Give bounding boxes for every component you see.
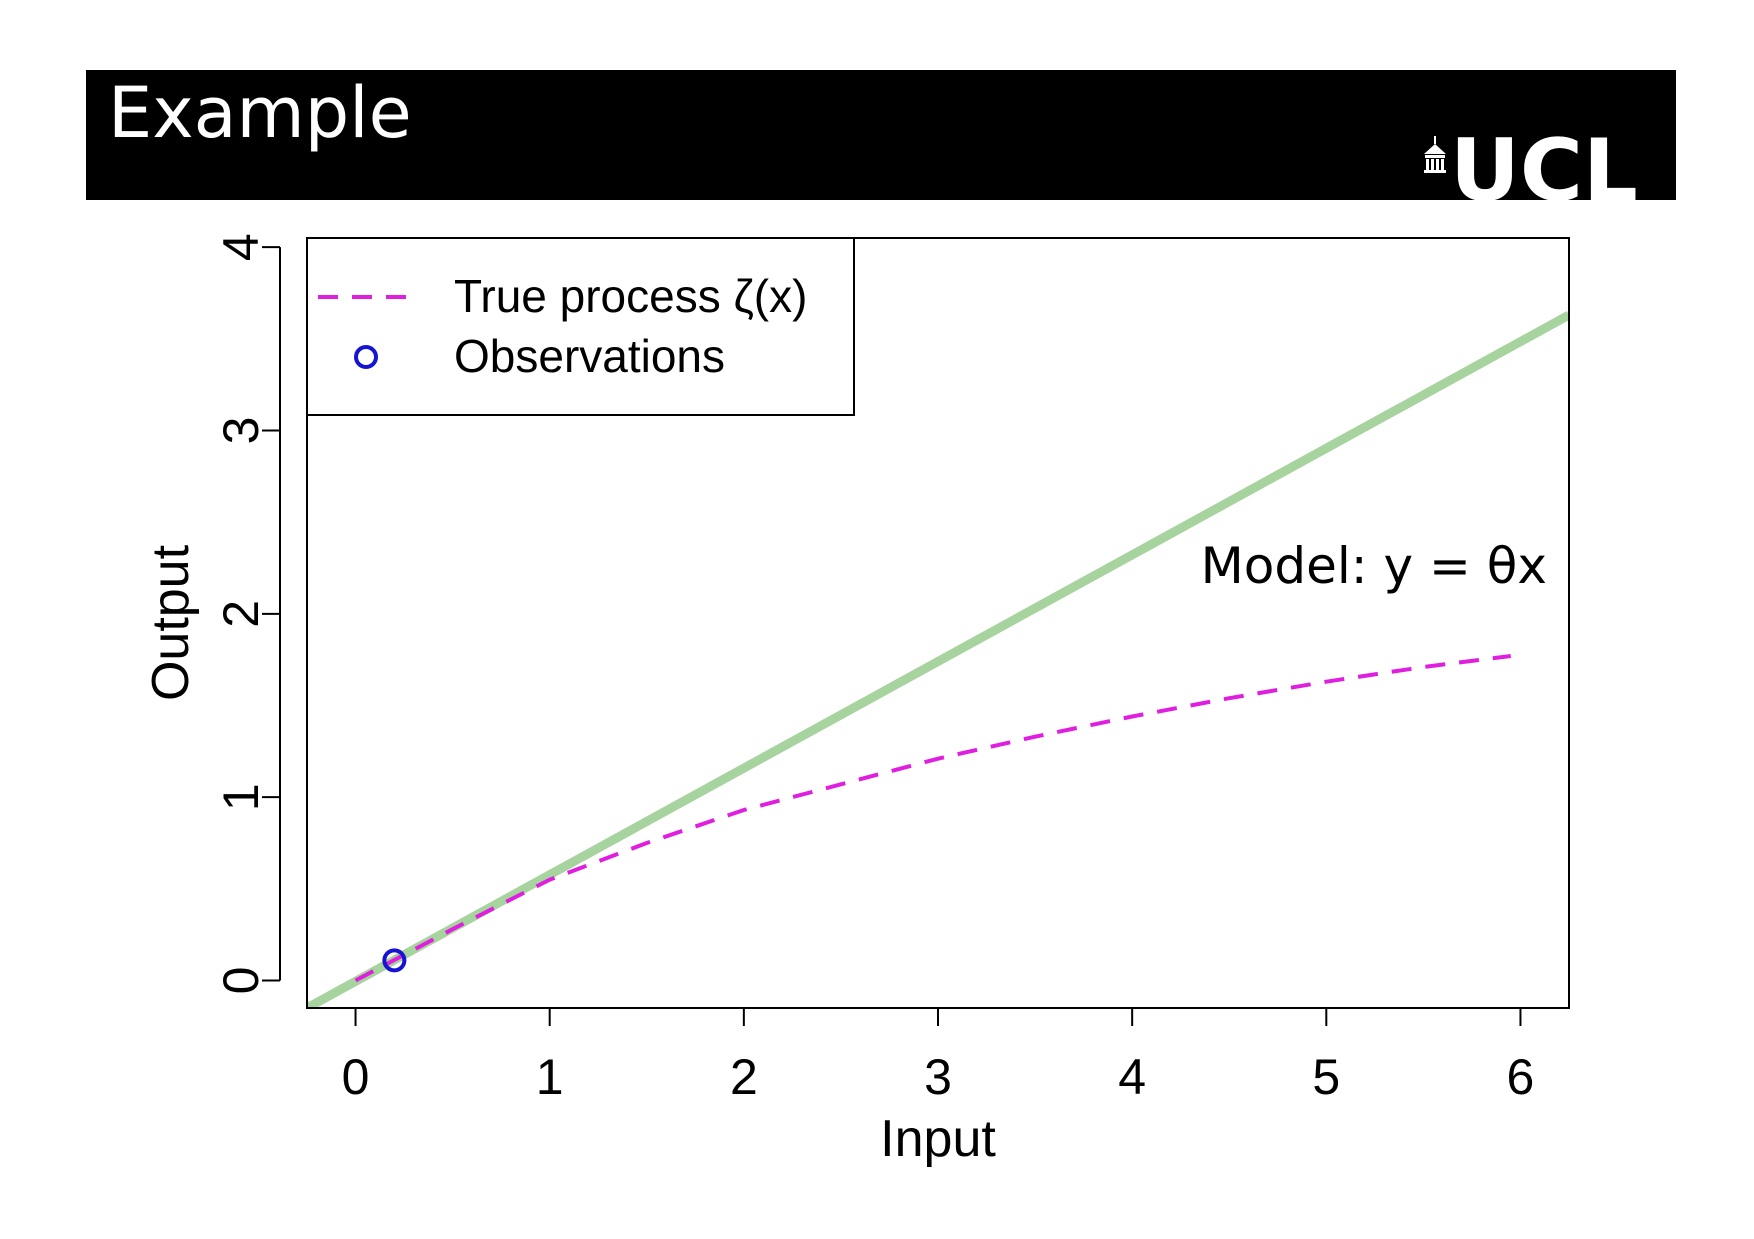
true-process-line <box>354 654 1512 983</box>
y-tick-label: 4 <box>213 233 269 261</box>
model-line <box>307 311 1569 1008</box>
observation-point <box>382 948 407 973</box>
x-axis-title: Input <box>880 1110 996 1168</box>
legend: True process ζ(x) Observations <box>306 237 855 416</box>
x-tick-label: 4 <box>1118 1049 1146 1105</box>
observations <box>382 948 407 973</box>
y-tick-label: 1 <box>213 783 269 811</box>
legend-box <box>306 237 855 416</box>
y-axis: 0 1 2 3 4 <box>213 233 281 995</box>
ucl-logo-text: UCL <box>1450 126 1638 200</box>
x-tick-label: 5 <box>1312 1049 1340 1105</box>
x-tick-label: 6 <box>1507 1049 1535 1105</box>
y-tick-label: 0 <box>213 967 269 995</box>
y-tick-label: 3 <box>213 417 269 445</box>
ucl-logo: UCL <box>1424 126 1638 200</box>
legend-label-true-process: True process ζ(x) <box>454 270 807 322</box>
x-axis: 0 1 2 3 4 5 6 <box>342 1007 1535 1105</box>
x-tick-label: 1 <box>536 1049 564 1105</box>
slide-header: Example UCL <box>86 70 1676 200</box>
model-annotation: Model: y = θx <box>1201 537 1547 595</box>
legend-label-observations: Observations <box>454 330 725 382</box>
plot-frame <box>306 237 1570 1009</box>
x-tick-label: 0 <box>342 1049 370 1105</box>
portico-icon <box>1424 136 1446 173</box>
y-tick-label: 2 <box>213 600 269 628</box>
plot-area <box>307 311 1569 1008</box>
slide-title: Example <box>108 72 412 154</box>
legend-circle-swatch <box>354 345 378 369</box>
x-tick-label: 2 <box>730 1049 758 1105</box>
x-tick-label: 3 <box>924 1049 952 1105</box>
y-axis-title: Output <box>142 544 200 701</box>
